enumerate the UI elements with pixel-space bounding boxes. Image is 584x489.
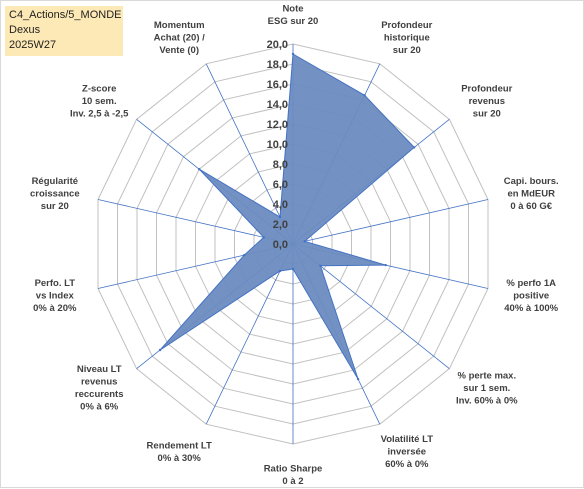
axis-spoke bbox=[205, 243, 294, 425]
info-line-company: Dexus bbox=[9, 24, 41, 36]
axis-spoke bbox=[292, 199, 489, 245]
axis-label: % perte max. sur 1 sem. Inv. 60% à 0% bbox=[456, 370, 518, 406]
tick-label: 14,0 bbox=[267, 99, 288, 111]
tick-label: 10,0 bbox=[267, 139, 288, 151]
axis-label: Niveau LT revenus reccurents 0% à 6% bbox=[75, 364, 124, 413]
axis-label-line: Achat (20) / bbox=[154, 32, 206, 43]
axis-label-line: Rendement LT bbox=[147, 441, 212, 452]
series-point bbox=[262, 236, 265, 239]
tick-label: 12,0 bbox=[267, 119, 288, 131]
axis-label-line: sur 20 bbox=[473, 109, 501, 120]
series-point bbox=[384, 263, 387, 267]
tick-label: 16,0 bbox=[267, 79, 288, 91]
axis-label: Note ESG sur 20 bbox=[268, 3, 319, 27]
series-point bbox=[363, 94, 366, 97]
axis-label-line: Note bbox=[282, 3, 303, 14]
axis-label-line: Perfo. LT bbox=[35, 278, 76, 289]
series-point bbox=[356, 377, 360, 381]
tick-label: 20,0 bbox=[267, 39, 288, 51]
info-line-week: 2025W27 bbox=[9, 39, 57, 51]
axis-label-line: Régularité bbox=[32, 176, 78, 187]
axis-label-line: historique bbox=[384, 32, 430, 43]
tick-label: 6,0 bbox=[273, 179, 288, 191]
axis-label-line: 60% à 0% bbox=[385, 459, 429, 470]
axis-label-line: % perfo 1A bbox=[506, 278, 556, 289]
series-point bbox=[278, 215, 282, 219]
axis-label-line: 40% à 100% bbox=[504, 303, 558, 314]
axis-label-line: positive bbox=[513, 291, 549, 302]
axis-label: Régularité croissance sur 20 bbox=[30, 176, 80, 212]
axis-spoke bbox=[205, 63, 294, 245]
axis-label-line: % perte max. bbox=[457, 370, 516, 381]
series-point bbox=[243, 253, 246, 257]
axis-label-line: Profondeur bbox=[461, 84, 512, 95]
axis-label-line: Capi. bours. bbox=[504, 176, 559, 187]
axis-label-line: 10 sem. bbox=[82, 96, 117, 107]
axis-label: Capi. bours. en MdEUR 0 à 60 G€ bbox=[504, 176, 559, 212]
series-point bbox=[303, 240, 306, 243]
series-point bbox=[158, 348, 162, 352]
axis-label-line: Z-score bbox=[82, 84, 116, 95]
axis-spoke bbox=[97, 199, 294, 245]
axis-label: Perfo. LT vs Index 0% à 20% bbox=[33, 278, 77, 314]
axis-label-line: 0 à 60 G€ bbox=[510, 201, 552, 212]
axis-label-line: revenus bbox=[81, 377, 117, 388]
axis-label-line: Niveau LT bbox=[77, 364, 122, 375]
radial-tick-labels: 0,0 2,0 4,0 6,0 8,0 10,0 12,0 14,0 16,0 18,0 20,0 bbox=[267, 39, 288, 251]
axis-label: Rendement LT 0% à 30% bbox=[147, 441, 212, 465]
axis-label-line: 0% à 20% bbox=[33, 303, 77, 314]
axis-label-line: ESG sur 20 bbox=[268, 16, 319, 27]
series-point bbox=[291, 52, 295, 56]
info-box: C4_Actions/5_MONDE Dexus 2025W27 bbox=[5, 6, 123, 56]
axis-label: Momentum Achat (20) / Vente (0) bbox=[154, 20, 206, 56]
axis-label-line: en MdEUR bbox=[507, 188, 555, 199]
axis-label: Profondeur revenus sur 20 bbox=[461, 84, 512, 120]
axis-label-line: Volatilité LT bbox=[381, 434, 434, 445]
axis-label-line: Inv. 60% à 0% bbox=[456, 395, 518, 406]
axis-label: % perfo 1A positive 40% à 100% bbox=[504, 278, 558, 314]
series-point bbox=[198, 168, 201, 171]
axis-label: Z-score 10 sem. Inv. 2,5 à -2,5 bbox=[70, 84, 129, 120]
axis-label-line: Profondeur bbox=[381, 20, 432, 31]
radar-series bbox=[158, 52, 416, 381]
axis-label-line: Ratio Sharpe bbox=[264, 463, 323, 474]
axis-label-line: 0% à 30% bbox=[158, 453, 202, 464]
axis-label-line: Inv. 2,5 à -2,5 bbox=[70, 109, 129, 120]
axis-label-line: inversée bbox=[388, 447, 427, 458]
axis-label-line: 0 à 2 bbox=[282, 476, 303, 487]
series-point bbox=[413, 146, 416, 149]
axis-label-line: croissance bbox=[30, 188, 80, 199]
axis-label-line: Momentum bbox=[154, 20, 205, 31]
tick-label: 8,0 bbox=[273, 159, 288, 171]
axis-label-line: sur 20 bbox=[41, 201, 69, 212]
tick-label: 4,0 bbox=[273, 199, 288, 211]
tick-label: 2,0 bbox=[273, 219, 288, 231]
axis-label-line: 0% à 6% bbox=[80, 402, 119, 413]
axis-label: Ratio Sharpe 0 à 2 bbox=[264, 463, 323, 487]
axis-labels: Note ESG sur 20 Profondeur historique sur 20… bbox=[30, 3, 559, 487]
axis-label-line: sur 20 bbox=[393, 45, 421, 56]
axis-label-line: vs Index bbox=[36, 291, 75, 302]
axis-label-line: Vente (0) bbox=[159, 45, 199, 56]
axis-label: Profondeur historique sur 20 bbox=[381, 20, 432, 56]
info-line-portfolio: C4_Actions/5_MONDE bbox=[9, 9, 122, 21]
axis-label-line: reccurents bbox=[75, 389, 124, 400]
axis-label-line: sur 1 sem. bbox=[463, 383, 510, 394]
axis-label: Volatilité LT inversée 60% à 0% bbox=[381, 434, 434, 470]
series-point bbox=[319, 264, 322, 267]
series-point bbox=[291, 267, 295, 271]
series-point bbox=[278, 269, 282, 273]
axis-label-line: revenus bbox=[469, 96, 505, 107]
tick-label: 0,0 bbox=[273, 239, 288, 251]
tick-label: 18,0 bbox=[267, 59, 288, 71]
